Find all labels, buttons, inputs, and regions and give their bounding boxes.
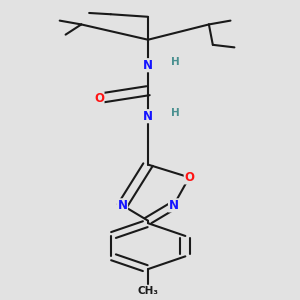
Text: O: O — [184, 171, 194, 184]
Text: CH₃: CH₃ — [137, 286, 158, 296]
Text: O: O — [94, 92, 104, 105]
Text: H: H — [171, 108, 180, 118]
Text: H: H — [171, 57, 180, 67]
Text: N: N — [169, 199, 178, 212]
Text: N: N — [118, 199, 128, 212]
Text: N: N — [143, 110, 153, 123]
Text: N: N — [143, 59, 153, 72]
